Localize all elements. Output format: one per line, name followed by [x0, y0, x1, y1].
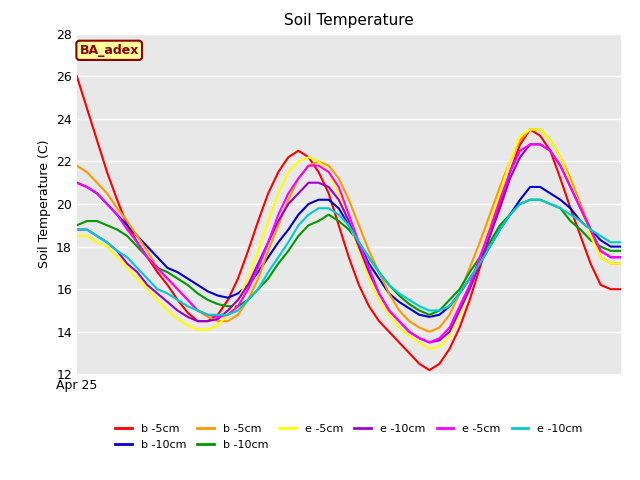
- Y-axis label: Soil Temperature (C): Soil Temperature (C): [38, 140, 51, 268]
- Legend: b -5cm, b -10cm, b -5cm, b -10cm, e -5cm, e -10cm, e -5cm, e -10cm: b -5cm, b -10cm, b -5cm, b -10cm, e -5cm…: [111, 420, 587, 454]
- Text: BA_adex: BA_adex: [79, 44, 139, 57]
- Title: Soil Temperature: Soil Temperature: [284, 13, 413, 28]
